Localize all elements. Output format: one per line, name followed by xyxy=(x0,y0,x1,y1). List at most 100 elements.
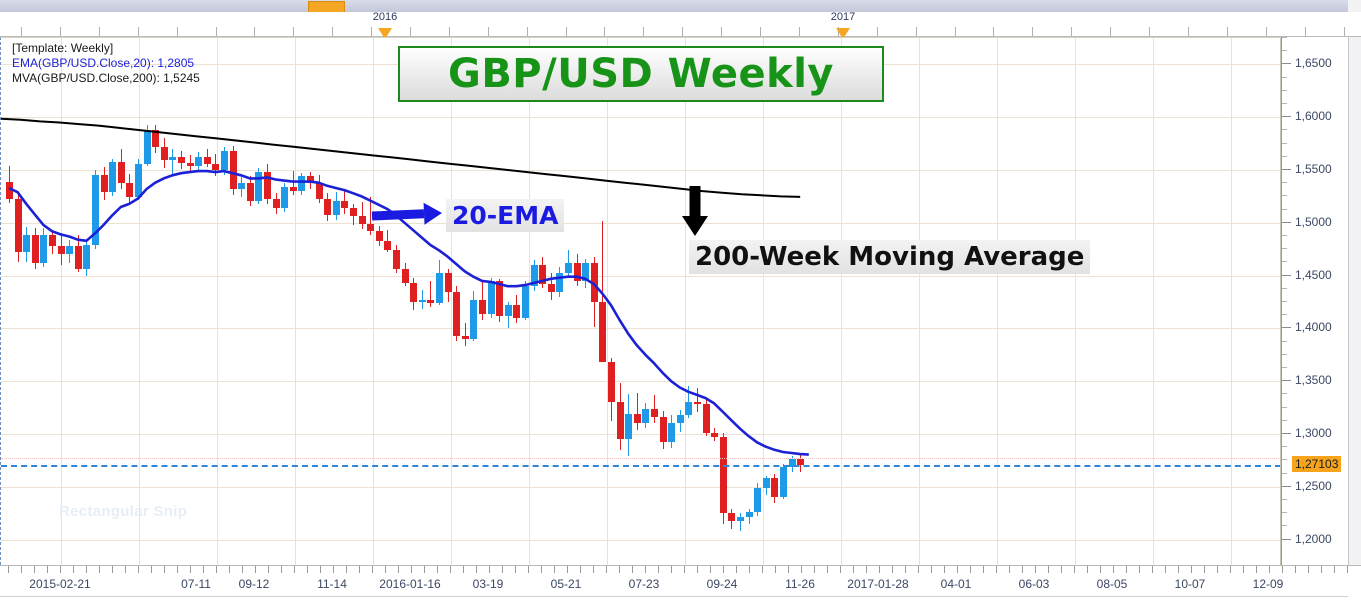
candle-body[interactable] xyxy=(616,402,624,440)
candle-body[interactable] xyxy=(573,262,581,281)
current-price-line[interactable] xyxy=(1,464,1281,467)
candle-body[interactable] xyxy=(539,265,547,285)
candle-body[interactable] xyxy=(49,235,56,247)
candle-body[interactable] xyxy=(152,129,160,147)
candle-body[interactable] xyxy=(797,459,805,465)
chart-plot-area[interactable]: Rectangular Snip xyxy=(0,37,1281,565)
candle-body[interactable] xyxy=(659,417,667,443)
candle-body[interactable] xyxy=(281,186,289,208)
candle-body[interactable] xyxy=(135,163,142,198)
candle-body[interactable] xyxy=(74,246,82,270)
candle-body[interactable] xyxy=(341,200,349,208)
candle-body[interactable] xyxy=(384,240,392,251)
candle-body[interactable] xyxy=(788,459,796,467)
candle-body[interactable] xyxy=(289,186,297,192)
candle-body[interactable] xyxy=(694,402,701,405)
candle-body[interactable] xyxy=(590,262,598,302)
candle-body[interactable] xyxy=(195,157,203,166)
candle-body[interactable] xyxy=(14,198,22,253)
candle-body[interactable] xyxy=(651,408,658,418)
candle-body[interactable] xyxy=(126,182,134,198)
candle-body[interactable] xyxy=(754,487,762,513)
candle-body[interactable] xyxy=(117,161,125,183)
candle-body[interactable] xyxy=(737,517,744,521)
candle-body[interactable] xyxy=(410,282,418,302)
candle-body[interactable] xyxy=(186,162,194,166)
candle-body[interactable] xyxy=(264,172,271,199)
candle-body[interactable] xyxy=(685,402,693,415)
candle-body[interactable] xyxy=(57,246,65,255)
candle-body[interactable] xyxy=(229,150,237,189)
candle-body[interactable] xyxy=(160,146,168,161)
candle-body[interactable] xyxy=(427,299,435,304)
candle-body[interactable] xyxy=(298,176,306,192)
candle-body[interactable] xyxy=(547,284,555,293)
candle-body[interactable] xyxy=(221,150,228,170)
candle-body[interactable] xyxy=(479,299,486,314)
candle-body[interactable] xyxy=(272,198,280,208)
candle-body[interactable] xyxy=(143,129,151,164)
candle-body[interactable] xyxy=(625,413,633,440)
candle-body[interactable] xyxy=(565,262,572,274)
candle-body[interactable] xyxy=(307,176,314,183)
candle-body[interactable] xyxy=(582,262,590,281)
candle-body[interactable] xyxy=(246,182,254,201)
candle-body[interactable] xyxy=(92,175,99,245)
candle-body[interactable] xyxy=(66,246,74,255)
candle-body[interactable] xyxy=(504,305,512,316)
candle-body[interactable] xyxy=(100,175,108,193)
candle-body[interactable] xyxy=(642,408,650,424)
year-marker-triangle[interactable] xyxy=(836,28,850,39)
candle-body[interactable] xyxy=(375,231,383,241)
candle-body[interactable] xyxy=(6,181,13,199)
candle-body[interactable] xyxy=(556,273,564,293)
year-marker-triangle[interactable] xyxy=(378,28,392,39)
candle-body[interactable] xyxy=(332,200,340,216)
candle-body[interactable] xyxy=(393,250,400,270)
candle-body[interactable] xyxy=(418,299,426,302)
candle-body[interactable] xyxy=(109,161,117,193)
candle-body[interactable] xyxy=(83,244,91,270)
candle-body[interactable] xyxy=(745,512,753,518)
candle-body[interactable] xyxy=(358,216,366,224)
candle-body[interactable] xyxy=(212,163,220,170)
candle-body[interactable] xyxy=(315,182,323,199)
date-axis[interactable]: 2015-02-21 07-11 09-12 11-14 2016-01-16 03-19… xyxy=(0,565,1361,605)
candle-body[interactable] xyxy=(599,302,607,363)
candle-body[interactable] xyxy=(401,269,409,283)
candle-body[interactable] xyxy=(350,208,357,217)
candle-body[interactable] xyxy=(728,513,736,521)
candle-body[interactable] xyxy=(676,414,684,424)
candle-body[interactable] xyxy=(771,478,779,498)
candle-body[interactable] xyxy=(367,223,375,232)
candle-body[interactable] xyxy=(23,235,31,253)
candle-body[interactable] xyxy=(719,437,727,514)
candle-body[interactable] xyxy=(711,432,719,438)
candle-body[interactable] xyxy=(522,286,529,318)
candle-body[interactable] xyxy=(324,198,332,216)
candle-body[interactable] xyxy=(40,235,48,263)
candle-body[interactable] xyxy=(487,280,495,314)
candle-body[interactable] xyxy=(470,299,478,339)
candle-body[interactable] xyxy=(436,273,443,304)
candle-body[interactable] xyxy=(203,157,211,164)
candle-body[interactable] xyxy=(461,335,469,339)
candle-body[interactable] xyxy=(496,280,504,316)
candle-body[interactable] xyxy=(608,362,615,403)
candle-body[interactable] xyxy=(169,157,177,161)
candle-body[interactable] xyxy=(530,265,538,287)
candle-body[interactable] xyxy=(780,466,787,498)
current-price-badge[interactable]: 1,27103 xyxy=(1292,455,1342,472)
candle-body[interactable] xyxy=(178,157,185,163)
candle-body[interactable] xyxy=(31,235,39,263)
candle-body[interactable] xyxy=(668,423,676,443)
candle-body[interactable] xyxy=(238,182,246,189)
candle-body[interactable] xyxy=(633,413,641,424)
candle-body[interactable] xyxy=(444,273,452,293)
candle-body[interactable] xyxy=(255,172,263,201)
price-axis[interactable]: 1,6500 1,6000 1,5500 1,5000 1,4500 1,4000 1,35… xyxy=(1281,37,1348,565)
candle-body[interactable] xyxy=(762,478,770,488)
candle-body[interactable] xyxy=(513,305,521,318)
candle-body[interactable] xyxy=(702,404,710,433)
candle-body[interactable] xyxy=(453,292,461,336)
